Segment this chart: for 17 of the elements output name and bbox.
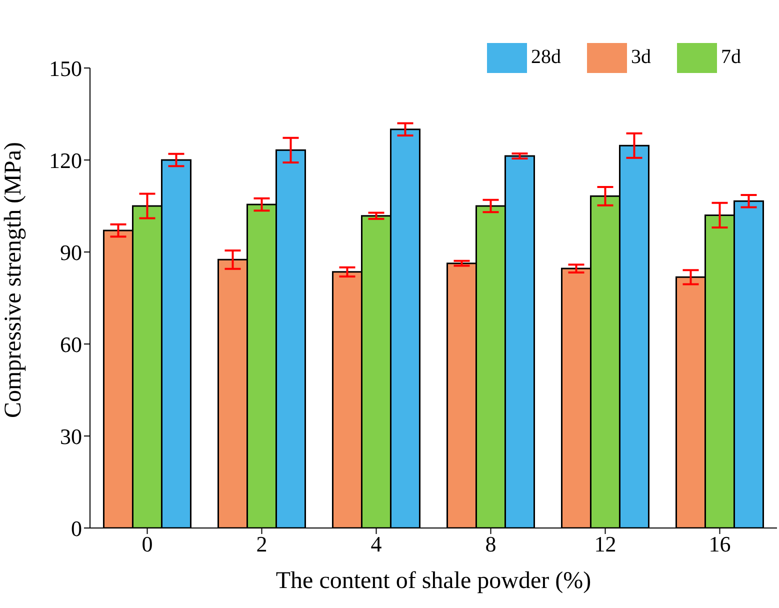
legend-label: 3d [631,46,651,68]
y-tick-label: 90 [60,240,82,265]
y-tick-label: 0 [71,516,82,541]
y-tick-label: 60 [60,332,82,357]
legend-label: 28d [531,46,561,68]
x-tick-label: 0 [142,532,153,557]
y-axis-title: Compressive strength (MPa) [0,142,27,418]
y-tick-label: 120 [49,148,82,173]
x-tick-label: 12 [594,532,616,557]
x-tick-label: 4 [370,532,382,557]
x-tick-label: 16 [708,532,731,557]
y-tick-label: 30 [60,424,82,449]
y-tick-label: 150 [49,56,82,81]
x-tick-label: 8 [485,532,496,557]
x-axis-title: The content of shale powder (%) [276,568,592,594]
x-tick-label: 2 [256,532,268,557]
legend-label: 7d [721,46,741,68]
